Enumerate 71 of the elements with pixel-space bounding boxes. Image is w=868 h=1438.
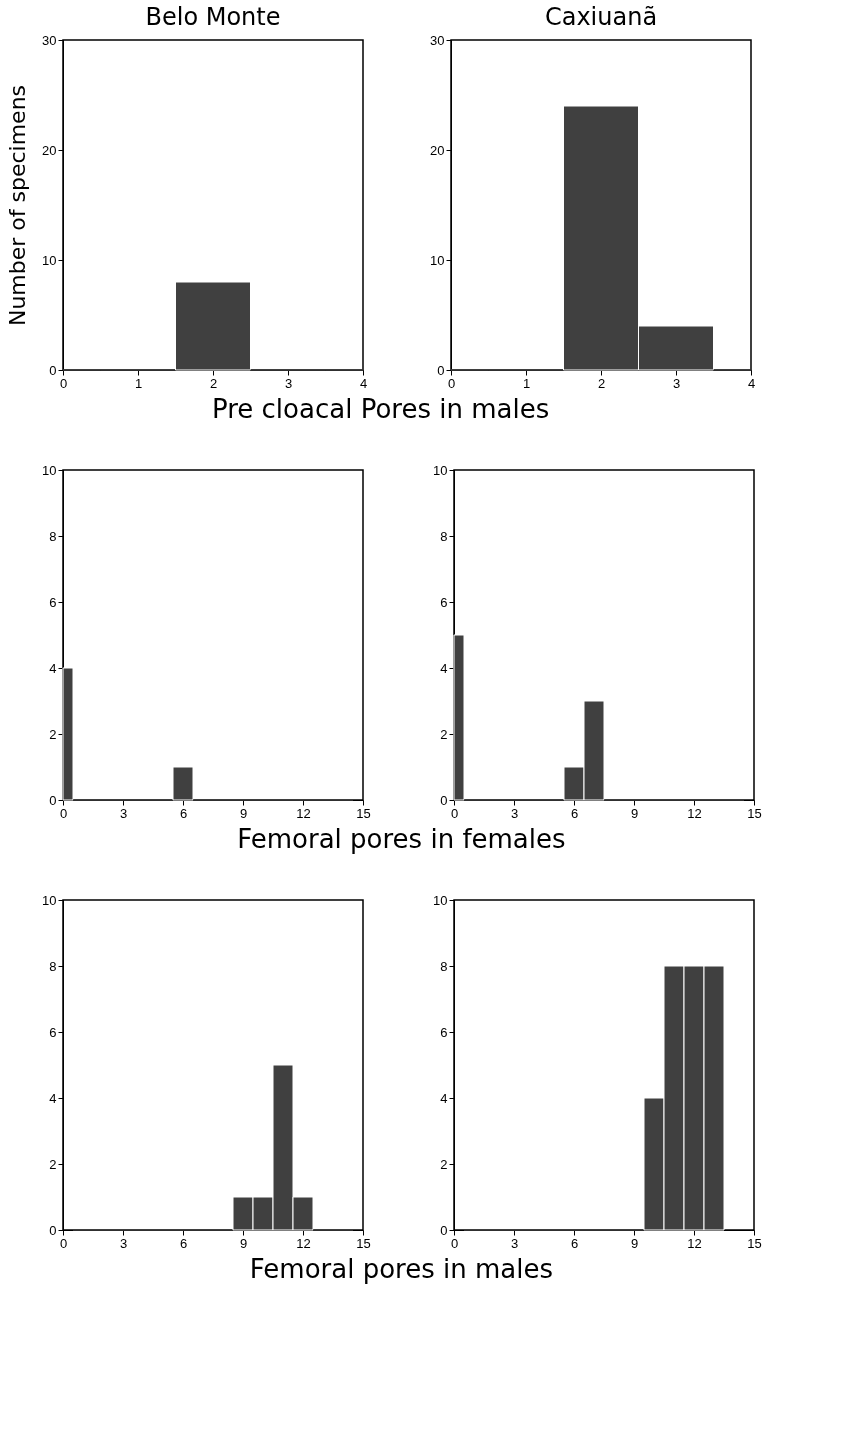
y-tick-label: 10 — [42, 892, 57, 908]
x-tick-label: 12 — [296, 805, 311, 821]
x-tick-label: 3 — [119, 1235, 128, 1251]
y-tick-label: 10 — [42, 252, 57, 268]
y-tick-label: 10 — [430, 252, 445, 268]
y-tick-label: 6 — [440, 1024, 448, 1040]
y-tick-label: 4 — [440, 1090, 448, 1106]
y-tick-label: 0 — [440, 792, 448, 808]
y-tick-label: 10 — [42, 462, 57, 478]
y-tick-label: 8 — [49, 958, 57, 974]
x-tick-label: 3 — [672, 375, 681, 391]
x-tick-label: 9 — [239, 805, 248, 821]
y-tick-label: 6 — [49, 1024, 57, 1040]
x-tick-label: 4 — [359, 375, 368, 391]
y-tick-label: 4 — [49, 1090, 57, 1106]
x-tick-label: 12 — [296, 1235, 311, 1251]
x-tick-label: 0 — [450, 805, 459, 821]
chart-title: Belo Monte — [145, 3, 281, 31]
y-tick-label: 0 — [49, 792, 57, 808]
x-tick-label: 3 — [510, 805, 519, 821]
x-tick-label: 0 — [59, 1235, 68, 1251]
x-tick-label: 9 — [630, 1235, 639, 1251]
y-tick-label: 2 — [440, 726, 448, 742]
x-tick-label: 6 — [570, 805, 579, 821]
y-tick-label: 30 — [430, 32, 445, 48]
x-tick-label: 1 — [522, 375, 531, 391]
x-tick-label: 0 — [450, 1235, 459, 1251]
x-tick-label: 0 — [59, 805, 68, 821]
y-tick-label: 20 — [42, 142, 57, 158]
x-axis-title: Femoral pores in males — [249, 1253, 553, 1284]
y-tick-label: 0 — [437, 362, 445, 378]
x-tick-label: 3 — [119, 805, 128, 821]
y-tick-label: 30 — [42, 32, 57, 48]
x-tick-label: 15 — [356, 805, 371, 821]
x-tick-label: 6 — [570, 1235, 579, 1251]
y-tick-label: 8 — [440, 528, 448, 544]
x-tick-label: 3 — [510, 1235, 519, 1251]
x-axis-title: Pre cloacal Pores in males — [211, 393, 550, 424]
y-tick-label: 10 — [433, 462, 448, 478]
y-tick-label: 8 — [440, 958, 448, 974]
y-tick-label: 6 — [49, 594, 57, 610]
y-tick-label: 2 — [49, 726, 57, 742]
y-tick-label: 0 — [49, 1222, 57, 1238]
x-tick-label: 2 — [209, 375, 218, 391]
y-tick-label: 8 — [49, 528, 57, 544]
y-tick-label: 0 — [440, 1222, 448, 1238]
y-tick-label: 10 — [433, 892, 448, 908]
x-tick-label: 3 — [284, 375, 293, 391]
x-tick-label: 1 — [134, 375, 143, 391]
x-tick-label: 15 — [356, 1235, 371, 1251]
x-tick-label: 2 — [597, 375, 606, 391]
y-axis-title: Number of specimens — [5, 84, 31, 327]
y-tick-label: 2 — [49, 1156, 57, 1172]
x-tick-label: 15 — [747, 805, 762, 821]
x-tick-label: 0 — [59, 375, 68, 391]
y-tick-label: 0 — [49, 362, 57, 378]
y-tick-label: 4 — [49, 660, 57, 676]
y-tick-label: 4 — [440, 660, 448, 676]
chart-title: Caxiuanã — [544, 3, 658, 31]
x-tick-label: 12 — [687, 805, 702, 821]
y-tick-label: 6 — [440, 594, 448, 610]
y-tick-label: 2 — [440, 1156, 448, 1172]
x-tick-label: 9 — [239, 1235, 248, 1251]
x-tick-label: 4 — [747, 375, 756, 391]
x-tick-label: 6 — [179, 805, 188, 821]
x-axis-title: Femoral pores in females — [237, 823, 566, 854]
x-tick-label: 12 — [687, 1235, 702, 1251]
x-tick-label: 6 — [179, 1235, 188, 1251]
x-tick-label: 9 — [630, 805, 639, 821]
x-tick-label: 15 — [747, 1235, 762, 1251]
y-tick-label: 20 — [430, 142, 445, 158]
